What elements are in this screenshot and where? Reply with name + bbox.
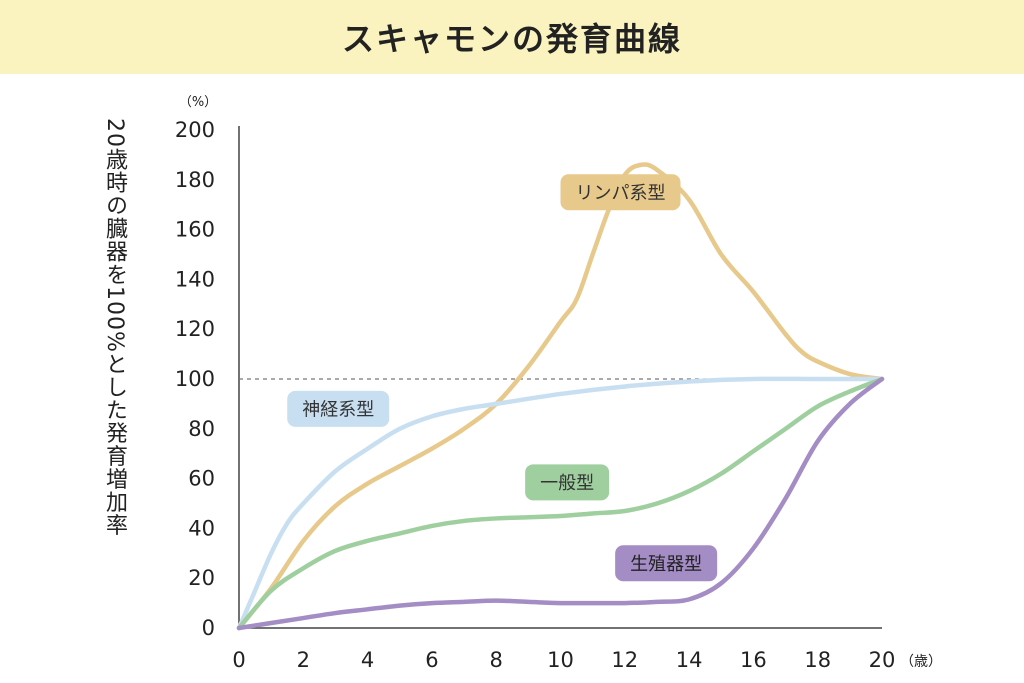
- series-line-2: [236, 376, 885, 631]
- series-line-1: [236, 162, 885, 631]
- y-tick-label: 140: [175, 267, 215, 291]
- x-tick-label: 0: [232, 648, 245, 672]
- y-tick-label: 180: [175, 168, 215, 192]
- x-tick-label: 12: [611, 648, 638, 672]
- y-tick-label: 100: [175, 367, 215, 391]
- y-tick-label: 160: [175, 218, 215, 242]
- series-line-3: [236, 376, 885, 631]
- y-tick-label: 20: [188, 566, 215, 590]
- y-tick-label: 60: [188, 467, 215, 491]
- x-tick-label: 10: [547, 648, 574, 672]
- y-unit-label: （%）: [179, 95, 217, 110]
- x-tick-label: 18: [804, 648, 831, 672]
- series-line-4: [236, 376, 885, 631]
- x-tick-label: 8: [490, 648, 503, 672]
- series-label-2: 神経系型: [302, 399, 374, 420]
- series-label-box-2: [287, 390, 390, 427]
- title-band: スキャモンの発育曲線: [0, 0, 1024, 74]
- series-label-3: 一般型: [540, 473, 594, 494]
- y-axis-label: 20歳時の臓器を100%とした発育増加率: [102, 118, 127, 537]
- x-tick-label: 6: [425, 648, 438, 672]
- y-tick-label: 120: [175, 317, 215, 341]
- y-tick-label: 200: [175, 118, 215, 142]
- series-label-box-1: [560, 174, 681, 211]
- y-tick-label: 40: [188, 516, 215, 540]
- y-tick-label: 80: [188, 417, 215, 441]
- x-tick-label: 16: [740, 648, 767, 672]
- y-tick-label: 0: [202, 616, 215, 640]
- x-tick-label: 14: [676, 648, 703, 672]
- series-label-1: リンパ系型: [576, 183, 666, 204]
- x-tick-label: 2: [297, 648, 310, 672]
- x-unit-label: （歳）: [900, 654, 942, 670]
- x-tick-label: 20: [869, 648, 896, 672]
- x-tick-label: 4: [361, 648, 374, 672]
- series-label-box-4: [615, 545, 718, 582]
- series-label-4: 生殖器型: [630, 553, 702, 575]
- chart-title: スキャモンの発育曲線: [341, 20, 682, 58]
- series-label-box-3: [525, 464, 610, 501]
